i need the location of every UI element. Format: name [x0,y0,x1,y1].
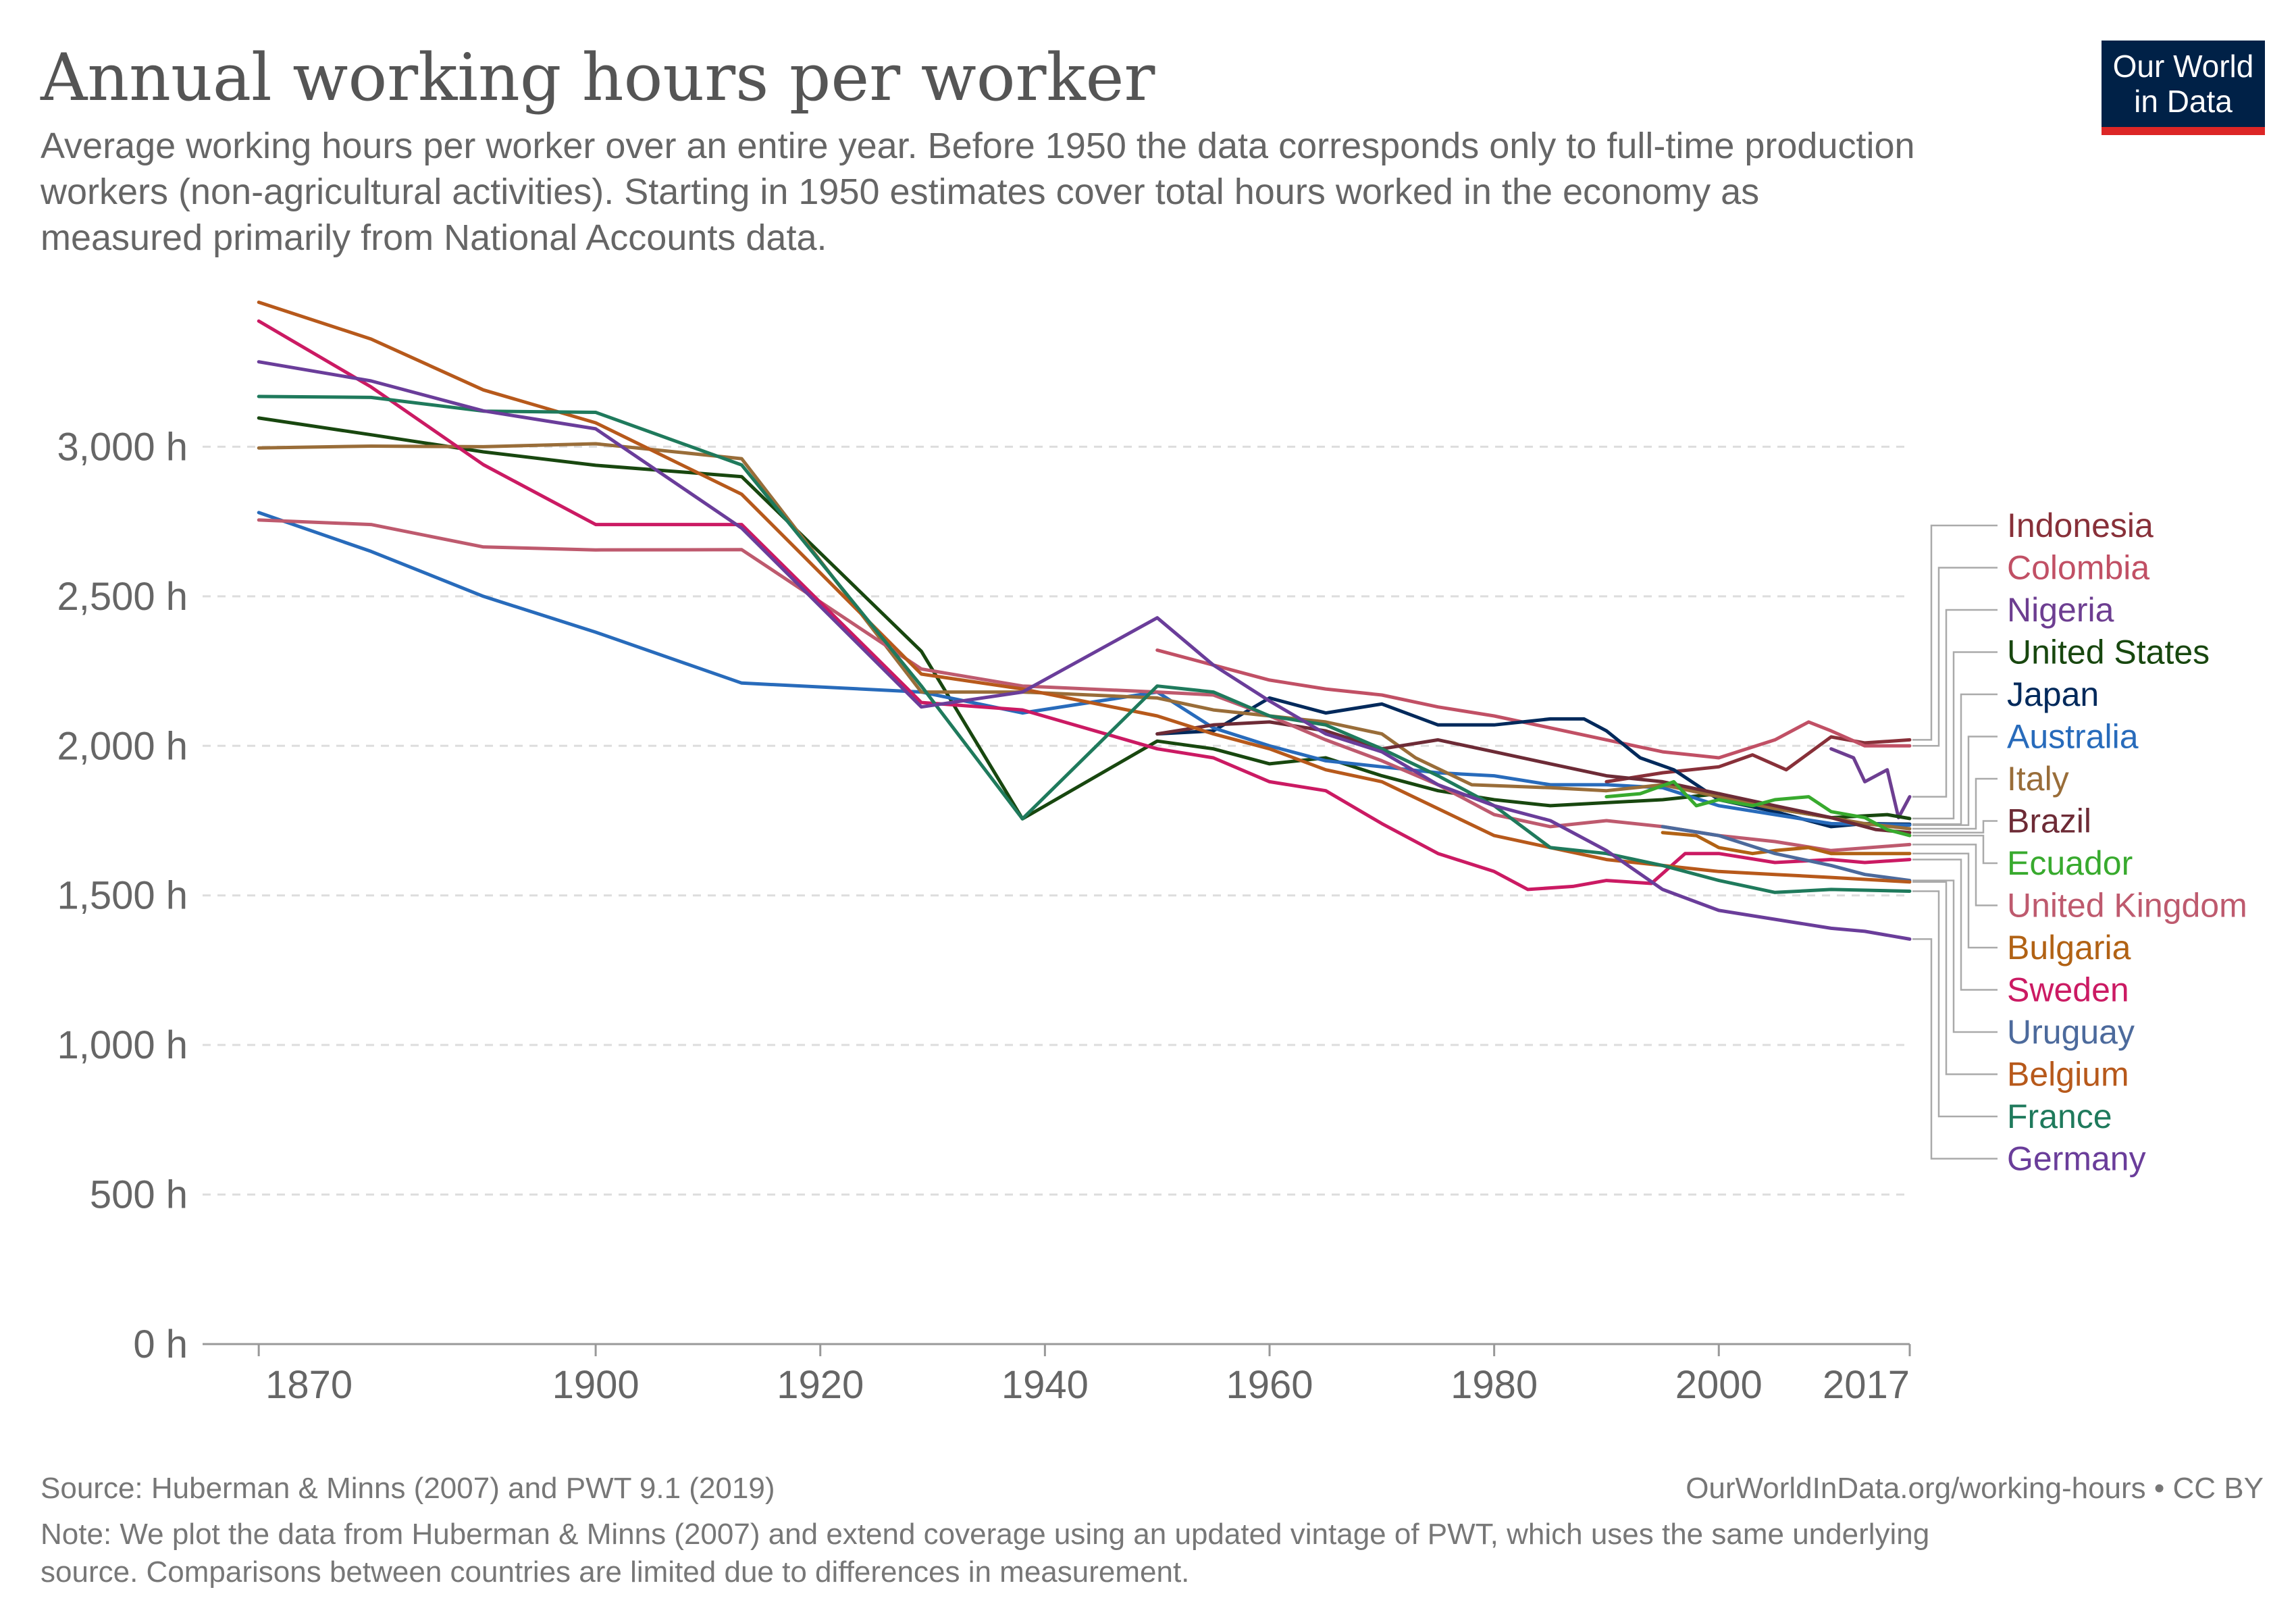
chart-subtitle-line-3: measured primarily from National Account… [41,217,827,258]
legend-label-france: France [2007,1098,2112,1135]
legend: Indonesia Colombia Nigeria United States Jap… [1912,507,2247,1178]
legend-connector [1912,881,1998,1075]
y-tick-label: 1,500 h [57,874,188,918]
legend-connector [1912,609,1998,798]
series-line-bulgaria [1661,831,1912,856]
logo-accent-bar [2102,127,2265,135]
series-line-belgium [257,301,1912,884]
legend-connector [1912,852,1998,949]
legend-connector [1912,890,1998,1118]
logo-line-1: Our World [2113,49,2254,84]
note-line-1: Note: We plot the data from Huberman & M… [41,1518,1929,1551]
series-line-sweden [257,319,1912,892]
legend-connector [1912,693,1998,825]
legend-label-brazil: Brazil [2007,802,2091,840]
legend-label-united-kingdom: United Kingdom [2007,887,2247,925]
series-line-colombia [1155,648,1912,760]
legend-connector [1912,567,1998,747]
legend-connector [1912,820,1998,833]
y-tick-label: 3,000 h [57,425,188,469]
y-tick-label: 2,500 h [57,575,188,619]
chart-subtitle-line-1: Average working hours per worker over an… [41,126,1915,166]
legend-label-australia: Australia [2007,718,2139,756]
series-line-nigeria [1829,747,1912,820]
legend-connector [1912,834,1998,865]
y-tick-label: 500 h [90,1173,188,1217]
logo-line-2: in Data [2134,84,2233,119]
x-tick-label: 2017 [1823,1363,1910,1407]
legend-connector [1912,938,1998,1160]
legend-label-italy: Italy [2007,760,2069,798]
owid-logo[interactable]: Our World in Data [2102,41,2265,135]
legend-label-uruguay: Uruguay [2007,1013,2135,1051]
legend-label-nigeria: Nigeria [2007,591,2114,629]
legend-label-japan: Japan [2007,675,2099,713]
series-line-france [257,394,1912,894]
source-url[interactable]: OurWorldInData.org/working-hours • CC BY [1686,1472,2264,1505]
x-tick-label: 2000 [1675,1363,1763,1407]
series-line-italy [257,442,1912,831]
legend-connector [1912,736,1998,826]
logo-background [2102,41,2265,127]
x-tick-label: 1900 [552,1363,640,1407]
legend-connector [1912,651,1998,820]
legend-connector [1912,777,1998,830]
series-line-ecuador [1604,779,1912,838]
legend-label-bulgaria: Bulgaria [2007,929,2131,967]
legend-label-indonesia: Indonesia [2007,507,2154,544]
grid [203,445,1910,1196]
series-lines [257,301,1912,941]
legend-connector [1912,858,1998,991]
legend-connector [1912,844,1998,906]
legend-label-colombia: Colombia [2007,549,2149,587]
y-tick-label: 1,000 h [57,1023,188,1067]
legend-label-belgium: Belgium [2007,1056,2129,1093]
x-tick-label: 1980 [1451,1363,1538,1407]
legend-connector [1912,879,1998,1033]
x-tick-label: 1960 [1226,1363,1313,1407]
series-line-uruguay [1661,825,1912,883]
chart-title: Annual working hours per worker [40,40,1155,115]
x-tick-label: 1940 [1001,1363,1089,1407]
axes: 0 h 500 h 1,000 h 1,500 h 2,000 h 2,500 h 3,00… [57,425,1911,1407]
source-note: Source: Huberman & Minns (2007) and PWT … [41,1472,775,1505]
y-tick-label: 0 h [133,1322,188,1366]
legend-label-united-states: United States [2007,634,2210,671]
legend-label-germany: Germany [2007,1140,2146,1178]
chart-subtitle-line-2: workers (non-agricultural activities). S… [40,172,1759,212]
x-tick-label: 1870 [265,1363,353,1407]
legend-label-ecuador: Ecuador [2007,844,2133,882]
series-line-australia [257,511,1912,827]
series-line-germany [257,360,1912,941]
note-line-2: source. Comparisons between countries ar… [41,1555,1189,1589]
legend-label-sweden: Sweden [2007,971,2129,1009]
y-tick-label: 2,000 h [57,724,188,768]
legend-connector [1912,524,1998,741]
x-tick-label: 1920 [777,1363,864,1407]
